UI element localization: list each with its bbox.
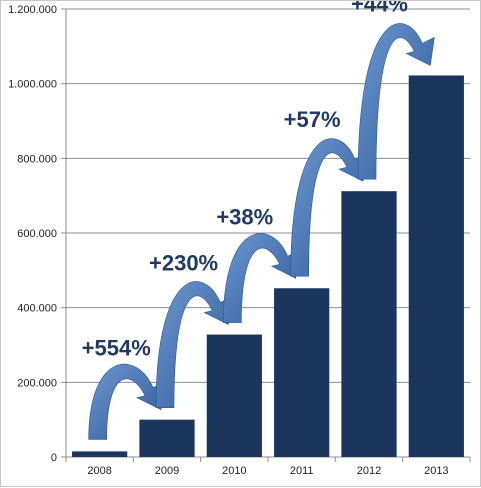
bar-2008	[72, 451, 128, 457]
bar-2012	[341, 191, 397, 458]
bar-2009	[139, 419, 195, 457]
y-tick-label: 0	[51, 452, 57, 464]
growth-label: +44%	[351, 1, 408, 16]
bar-2011	[274, 288, 330, 457]
x-tick-label: 2013	[424, 465, 448, 477]
growth-label: +230%	[149, 251, 218, 276]
y-tick-label: 200.000	[17, 377, 57, 389]
bar-2010	[206, 334, 262, 457]
y-tick-label: 600.000	[17, 228, 57, 240]
growth-label: +38%	[216, 204, 273, 229]
x-tick-label: 2012	[357, 465, 381, 477]
x-tick-label: 2011	[290, 465, 314, 477]
y-tick-label: 800.000	[17, 153, 57, 165]
bar-2013	[408, 75, 464, 457]
y-tick-label: 400.000	[17, 303, 57, 315]
y-tick-label: 1.000.000	[8, 79, 57, 91]
x-tick-label: 2008	[87, 465, 111, 477]
growth-arrow-icon	[357, 23, 435, 180]
x-tick-label: 2009	[155, 465, 179, 477]
y-tick-label: 1.200.000	[8, 4, 57, 16]
x-tick-label: 2010	[222, 465, 246, 477]
growth-label: +554%	[82, 336, 151, 361]
growth-label: +57%	[284, 107, 341, 132]
